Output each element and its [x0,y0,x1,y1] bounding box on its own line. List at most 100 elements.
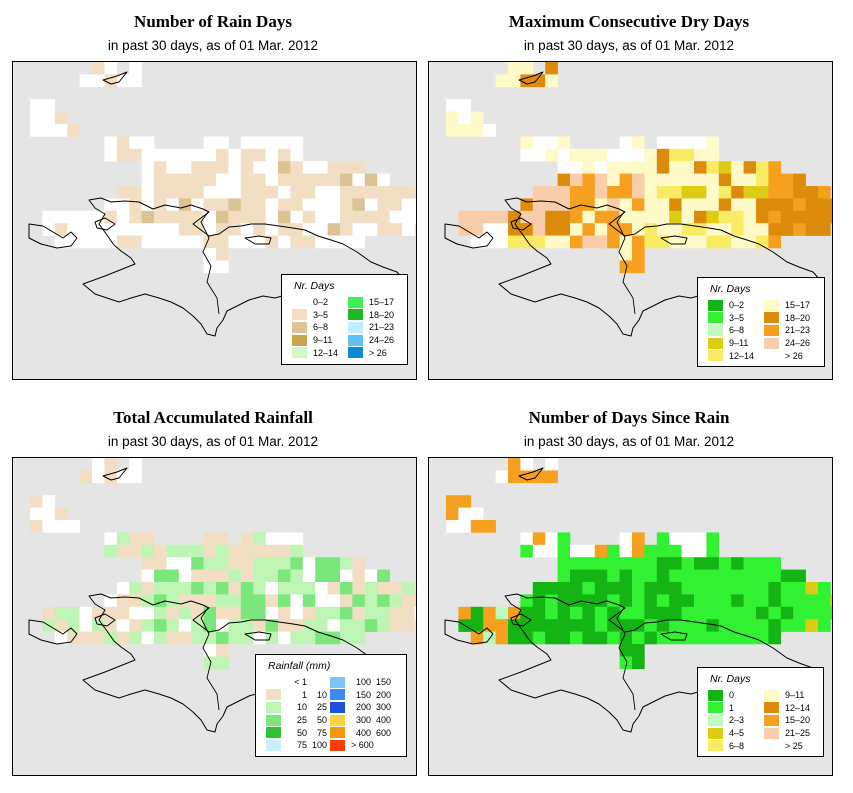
grid-cell [594,186,608,199]
grid-cell [141,161,155,174]
grid-cell [203,148,217,162]
grid-cell [756,582,769,595]
grid-cell [619,656,633,670]
grid-cell [104,619,118,632]
legend-label: 15–17 [785,300,811,311]
grid-cell [166,631,180,645]
grid-cell [582,198,596,212]
legend-label: 3–5 [313,309,329,320]
grid-cell [377,223,390,236]
grid-cell [166,582,180,595]
grid-cell [570,557,583,570]
grid-cell [681,594,695,608]
grid-cell [228,606,242,620]
grid-cell [191,619,204,632]
grid-cell [793,223,806,236]
grid-cell [302,198,316,212]
grid-cell [253,161,266,174]
grid-cell [694,173,707,187]
legend-swatch [330,676,345,688]
grid-cell [793,606,806,620]
grid-cell [414,210,416,224]
grid-cell [669,619,682,632]
grid-cell [141,223,155,236]
grid-cell [669,569,682,583]
grid-cell [340,619,353,632]
grid-cell [265,136,279,150]
grid-cell [644,582,658,595]
grid-cell [570,161,583,174]
grid-cell [656,619,670,632]
grid-cell [570,223,583,236]
grid-cell [54,520,68,533]
legend-label: 18–20 [369,309,395,320]
grid-cell [681,136,695,150]
grid-cell [54,210,68,224]
grid-cell [830,594,832,608]
grid-cell [780,606,794,620]
grid-cell [694,136,707,150]
grid-cell [570,619,583,632]
grid-cell [718,557,732,570]
grid-cell [756,210,769,224]
grid-cell [290,619,304,632]
grid-cell [340,606,353,620]
grid-cell [278,619,291,632]
grid-cell [154,186,167,199]
grid-cell [278,557,291,570]
grid-cell [694,619,707,632]
grid-cell [340,161,353,174]
grid-cell [594,631,608,645]
grid-cell [619,544,633,558]
grid-cell [129,631,142,645]
grid-cell [694,582,707,595]
grid-cell [327,223,341,236]
grid-cell [607,544,620,558]
grid-cell [315,235,328,249]
grid-cell [352,631,366,645]
grid-cell [768,210,782,224]
legend-swatch [764,727,779,739]
grid-cell [216,619,229,632]
grid-cell [594,223,608,236]
legend-entry: 12–14 [292,346,338,359]
grid-cell [389,594,403,608]
legend-entry: 18–20 [764,312,810,325]
legend-swatch [330,701,345,713]
grid-cell [582,186,596,199]
grid-cell [141,569,155,583]
grid-cell [483,210,496,224]
panel-title: Total Accumulated Rainfall [113,408,313,427]
grid-cell [166,173,180,187]
grid-cell [54,507,68,521]
grid-cell [632,173,645,187]
coastline [660,235,688,245]
grid-cell [265,186,279,199]
grid-cell [793,569,806,583]
legend-entry: 15–17 [764,299,810,312]
grid-cell [191,161,204,174]
grid-cell [203,260,217,274]
legend-range-low: 1 [301,689,307,700]
grid-cell [216,186,229,199]
grid-cell [141,582,155,595]
grid-cell [793,619,806,632]
grid-cell [818,186,831,199]
grid-cell [191,148,204,162]
grid-cell [756,235,769,249]
grid-cell [756,223,769,236]
grid-cell [327,631,341,645]
grid-cell [352,198,366,212]
grid-cell [793,186,806,199]
grid-cell [656,557,670,570]
grid-cell [619,136,633,150]
grid-cell [545,198,558,212]
grid-cell [656,235,670,249]
grid-cell [290,557,304,570]
grid-cell [116,186,130,199]
grid-cell [607,173,620,187]
grid-cell [470,124,484,137]
grid-cell [756,161,769,174]
grid-cell [364,619,378,632]
grid-cell [166,569,180,583]
